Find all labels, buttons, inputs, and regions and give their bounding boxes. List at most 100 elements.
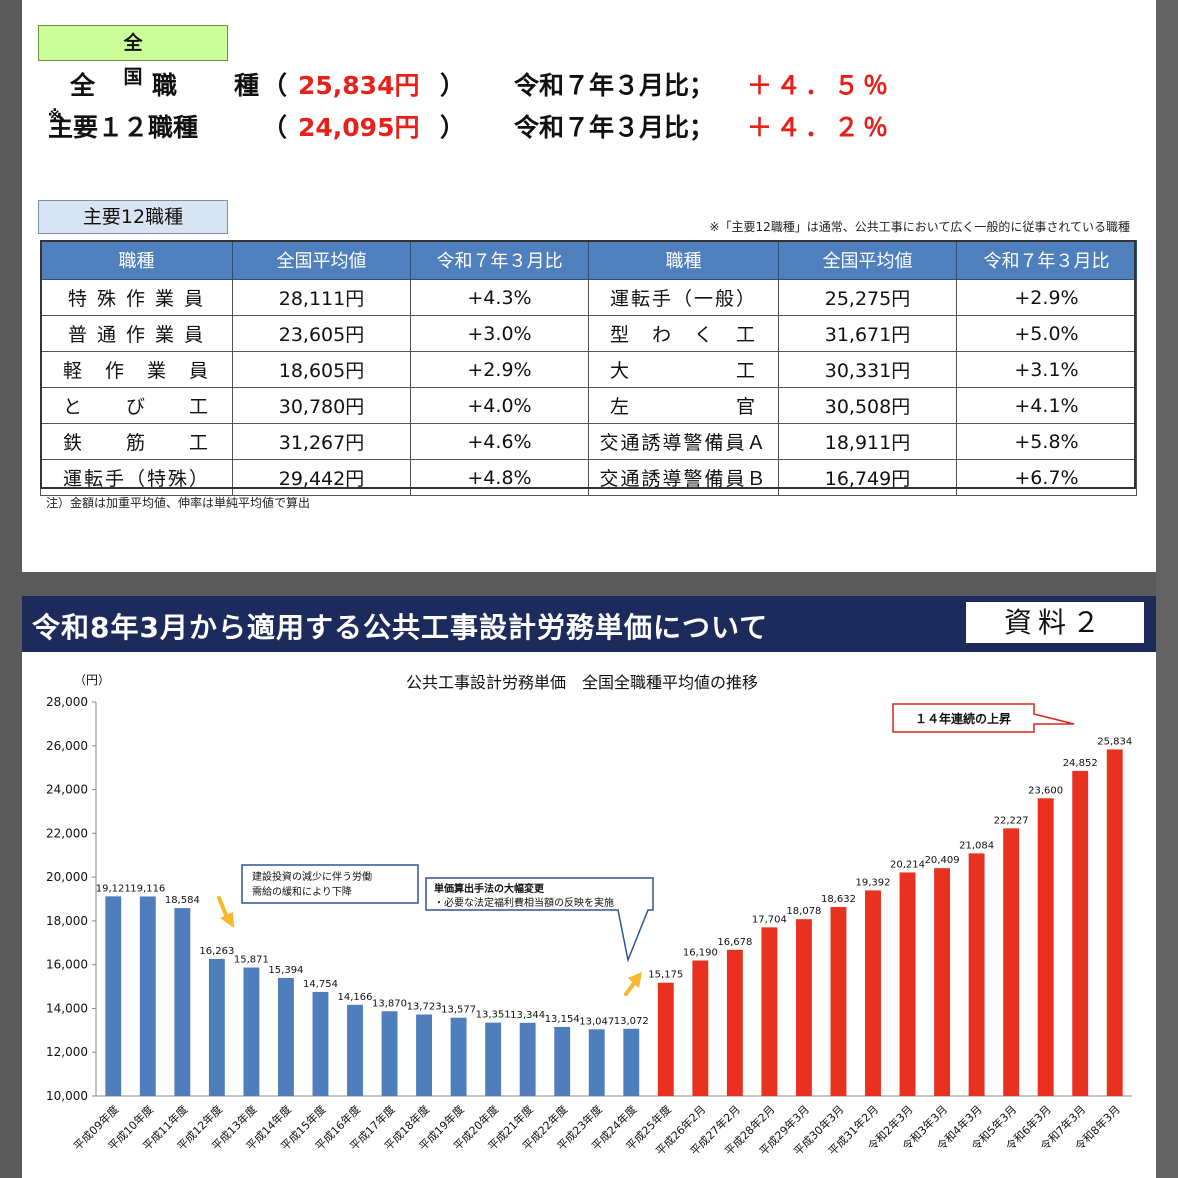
value-label: 17,704: [752, 914, 787, 925]
y-tick-label: 12,000: [46, 1045, 88, 1059]
value-label: 15,871: [234, 954, 269, 965]
bar: [865, 890, 881, 1096]
bar: [899, 872, 916, 1096]
value-label: 16,263: [199, 946, 234, 957]
bar: [554, 1026, 571, 1096]
value-label: 19,121: [96, 883, 131, 894]
job-name: 特 殊 作 業 員: [40, 279, 233, 316]
value-label: 16,678: [717, 937, 752, 948]
summary-all-row: 全 職 種 （ 25,834円 ） 令和７年３月比； ＋４．５％: [22, 66, 1022, 102]
wage-trend-chart: 公共工事設計労務単価 全国全職種平均値の推移 （円） 10,000 12,000 14,…: [46, 673, 1132, 1158]
job-name: 型 わ く 工: [588, 315, 779, 352]
job-name: 交通誘導警備員Ａ: [588, 423, 779, 460]
bar: [795, 919, 812, 1096]
job-name: 普 通 作 業 員: [40, 315, 233, 352]
paren-open: （: [262, 113, 288, 142]
job-rate: +4.1%: [956, 387, 1137, 424]
bar: [692, 960, 709, 1096]
bar: [657, 982, 674, 1096]
y-tick-label: 24,000: [46, 783, 88, 797]
wage-table: 職種 全国平均値 令和７年３月比 職種 全国平均値 令和７年３月比 特 殊 作 …: [40, 240, 1137, 496]
main12-note: ※「主要12職種」は通常、公共工事において広く一般的に従事されている職種: [709, 220, 1130, 234]
paren-close: ）: [440, 113, 466, 142]
job-name: 交通誘導警備員Ｂ: [588, 459, 779, 496]
annotation-box: [241, 864, 419, 904]
all-jobs-compare-label: 令和７年３月比；: [514, 71, 715, 100]
summary-panel: 全 国 全 職 種 （ 25,834円 ） 令和７年３月比； ＋４．５％ 主要１…: [22, 0, 1156, 572]
job-average: 30,331円: [778, 351, 957, 388]
value-label: 18,078: [786, 906, 821, 917]
job-rate: +3.0%: [410, 315, 589, 352]
job-rate: +3.1%: [956, 351, 1137, 388]
value-label: 20,409: [925, 855, 960, 866]
bar: [416, 1014, 433, 1096]
bar: [105, 896, 122, 1096]
job-average: 18,911円: [778, 423, 957, 460]
y-axis-unit: （円）: [74, 673, 110, 687]
value-label: 25,834: [1097, 736, 1132, 747]
paren-open: （: [262, 71, 288, 100]
bar: [174, 908, 191, 1096]
job-name: 左 官: [588, 387, 779, 424]
paren-close: ）: [440, 71, 466, 100]
arrow-up-icon: [624, 980, 637, 996]
job-average: 31,671円: [778, 315, 957, 352]
banner-title: 令和8年3月から適用する公共工事設計労務単価について: [32, 611, 769, 644]
main12-mark: ※: [48, 108, 62, 124]
all-jobs-label: 全 職 種: [70, 71, 276, 100]
bar: [277, 977, 294, 1096]
material-badge: 資料２: [964, 600, 1146, 645]
value-label: 23,600: [1028, 785, 1063, 796]
section-banner: 令和8年3月から適用する公共工事設計労務単価について 資料２: [22, 596, 1156, 652]
y-tick-label: 16,000: [46, 958, 88, 972]
job-name: 大 工: [588, 351, 779, 388]
table-header-row: 職種 全国平均値 令和７年３月比 職種 全国平均値 令和７年３月比: [40, 240, 1137, 280]
bar: [761, 927, 778, 1096]
region-badge: 全 国: [38, 25, 237, 88]
job-name: 鉄 筋 工: [40, 423, 233, 460]
job-average: 18,605円: [232, 351, 411, 388]
value-label: 13,072: [614, 1016, 649, 1027]
chart-title: 公共工事設計労務単価 全国全職種平均値の推移: [406, 673, 758, 692]
value-label: 15,394: [268, 965, 303, 976]
job-rate: +5.0%: [956, 315, 1137, 352]
annotation-text: 建設投資の減少に伴う労働: [252, 870, 372, 883]
job-average: 30,508円: [778, 387, 957, 424]
job-average: 28,111円: [232, 279, 411, 316]
annotation-box: [425, 877, 654, 963]
job-rate: +4.0%: [410, 387, 589, 424]
bar: [519, 1022, 536, 1096]
summary-main-row: 主要１２職種 ※ （ 24,095円 ） 令和７年３月比； ＋４．２％: [48, 108, 893, 142]
value-label: 13,154: [545, 1014, 580, 1025]
annotation-text: １４年連続の上昇: [915, 711, 1011, 726]
job-average: 29,442円: [232, 459, 411, 496]
bar: [450, 1017, 467, 1096]
annotation-box: [892, 703, 1075, 733]
value-label: 13,577: [441, 1005, 476, 1016]
bar: [208, 958, 225, 1096]
main12-tag: 主要12職種: [38, 200, 228, 234]
bar: [1072, 770, 1089, 1096]
col-header: 職種: [588, 240, 779, 280]
job-name: 運転手（特殊）: [40, 459, 233, 496]
bar: [968, 853, 985, 1096]
value-label: 13,351: [476, 1010, 511, 1021]
job-name: 運転手（一般）: [588, 279, 779, 316]
value-label: 24,852: [1063, 758, 1098, 769]
main12-compare-label: 令和７年３月比；: [514, 113, 715, 142]
job-rate: +4.8%: [410, 459, 589, 496]
job-average: 23,605円: [232, 315, 411, 352]
bar: [312, 991, 329, 1096]
table-footnote: 注）金額は加重平均値、伸率は単純平均値で算出: [46, 496, 311, 510]
y-tick-label: 20,000: [46, 870, 88, 884]
value-label: 19,392: [856, 877, 891, 888]
table-row: 鉄 筋 工 31,267円 +4.6% 交通誘導警備員Ａ 18,911円 +5.…: [40, 423, 1137, 460]
table-row: 軽 作 業 員 18,605円 +2.9% 大 工 30,331円 +3.1%: [40, 351, 1137, 388]
bar: [934, 868, 951, 1096]
table-row: 普 通 作 業 員 23,605円 +3.0% 型 わ く 工 31,671円 …: [40, 315, 1137, 352]
bar: [623, 1028, 640, 1096]
annotation-text: ・必要な法定福利費相当額の反映を実施: [434, 896, 614, 909]
value-label: 15,175: [648, 970, 683, 981]
chart-panel: 令和8年3月から適用する公共工事設計労務単価について 資料２ 公共工事設計労務単…: [22, 596, 1156, 1178]
all-jobs-value: 25,834円: [298, 71, 420, 100]
